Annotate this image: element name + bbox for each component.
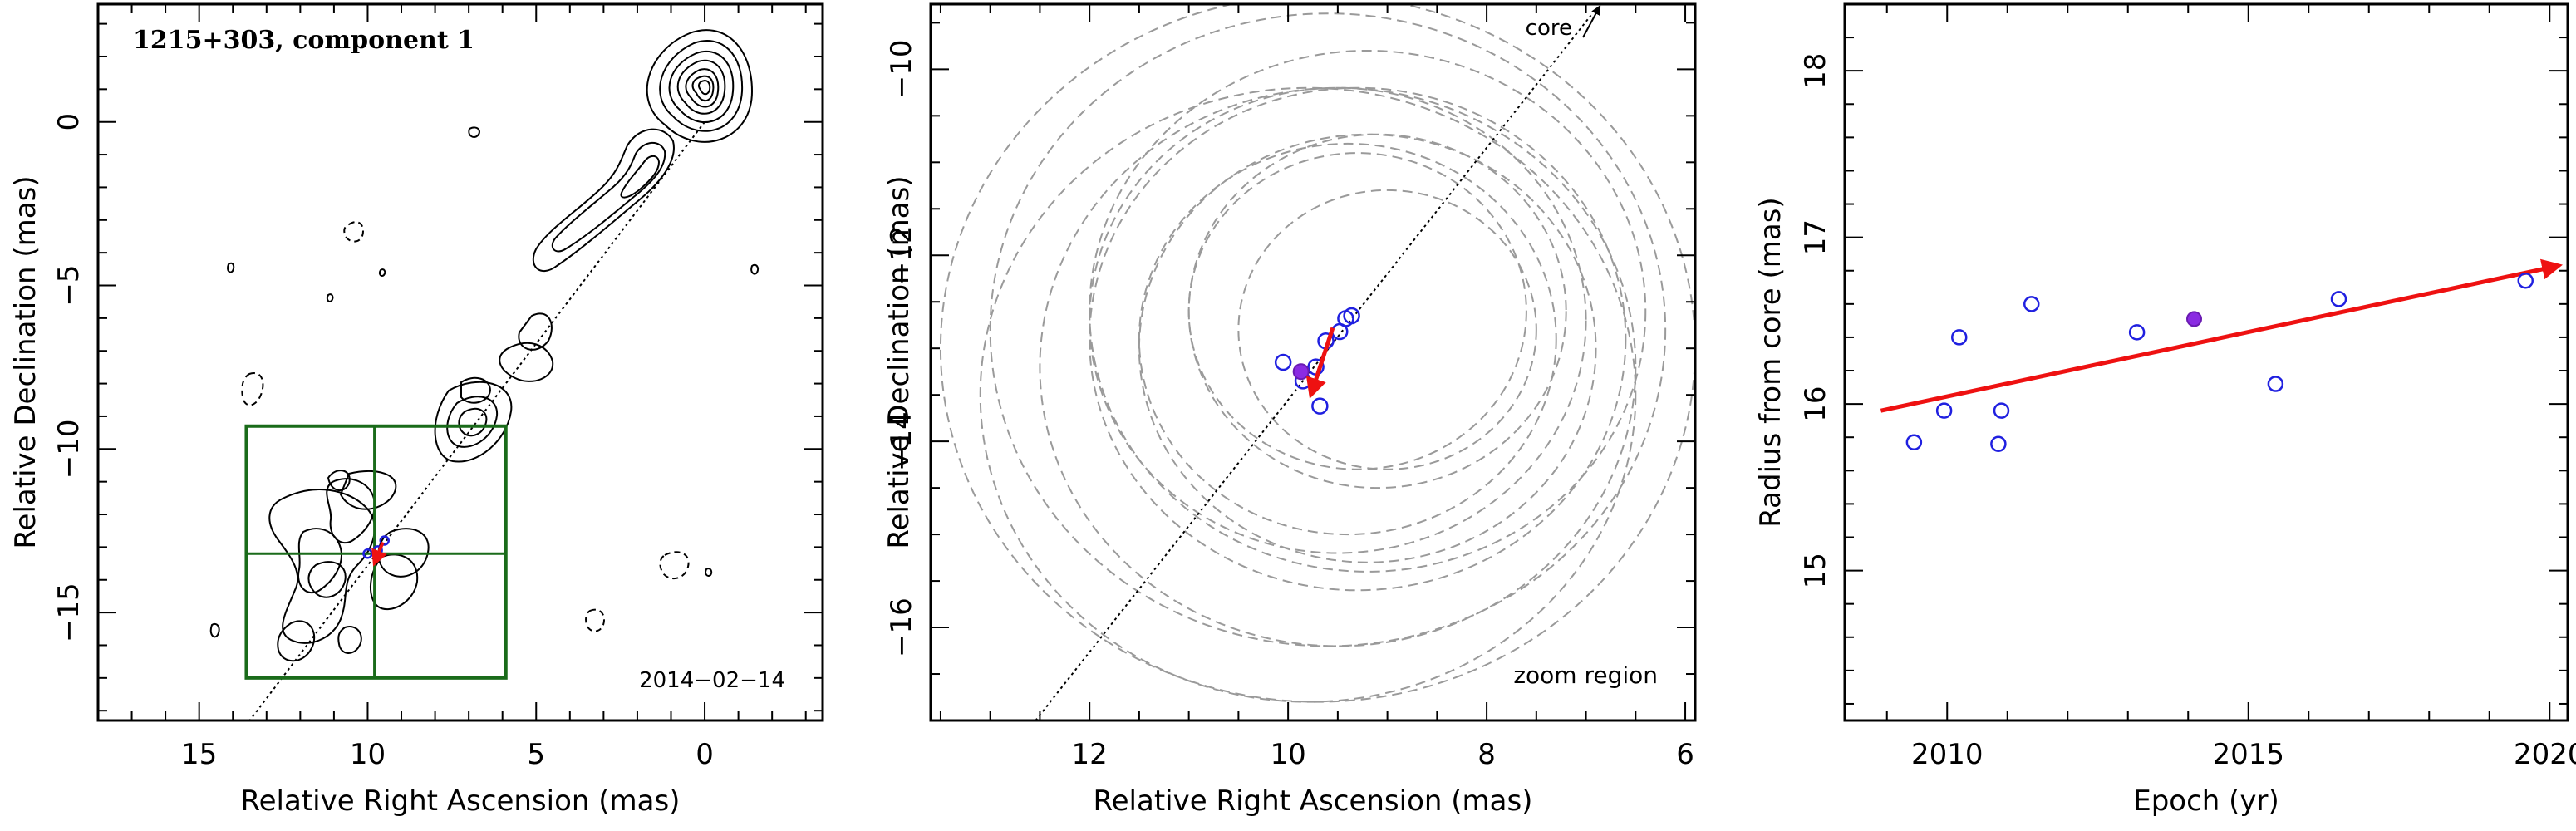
c-ytick-label: 16 <box>1799 386 1832 421</box>
panel-radius-epoch: 2010 2015 2020 15 16 17 18 Epoch (yr) Radius … <box>1754 2 2576 818</box>
uncertainty-circle <box>1039 86 1637 647</box>
x-axis-ticks: 15 10 5 0 <box>130 4 807 771</box>
uncertainty-circle <box>1187 152 1527 470</box>
jet-contours <box>268 128 675 662</box>
uncertainty-circle <box>1138 142 1557 536</box>
panel-frame <box>96 2 824 722</box>
epoch-point <box>1935 402 1953 419</box>
zoom-box-rect <box>244 424 508 680</box>
core-contours <box>646 29 754 143</box>
velocity-arrow <box>371 541 387 567</box>
core-direction-arrow <box>1582 4 1601 38</box>
panel-zoom: core 12 10 8 6 −10 −12 −14 −16 Relative Right … <box>882 2 1697 818</box>
panel-frame <box>1843 2 2569 722</box>
epoch-point <box>1905 434 1923 450</box>
c-xtick-label: 2010 <box>1911 738 1984 771</box>
a-xtick-label: 10 <box>350 738 386 771</box>
a-ytick-label: −15 <box>52 583 86 642</box>
c-ytick-label: 15 <box>1799 553 1832 588</box>
b-ytick-label: −12 <box>885 225 918 285</box>
epoch-points <box>1274 307 1360 415</box>
uncertainty-circle <box>1138 133 1597 563</box>
c-xtick-label: 2020 <box>2514 738 2576 771</box>
a-ytick-label: −10 <box>52 419 86 479</box>
zoom-region-label: zoom region <box>1513 661 1658 689</box>
component-point <box>379 535 390 546</box>
b-xtick-label: 8 <box>1477 738 1496 771</box>
y-axis-ticks: 15 16 17 18 <box>1799 3 2568 705</box>
contour-map <box>209 29 760 662</box>
y-axis-label: Relative Declination (mas) <box>9 175 42 548</box>
epoch-point <box>2023 296 2040 312</box>
uncertainty-circle <box>1089 86 1627 592</box>
b-xtick-label: 6 <box>1676 738 1694 771</box>
uncertainty-circle <box>1237 189 1537 470</box>
b-ytick-label: −16 <box>885 597 918 657</box>
c-ytick-label: 17 <box>1799 219 1832 255</box>
x-axis-ticks: 12 10 8 6 <box>939 4 1694 771</box>
a-xtick-label: 0 <box>696 738 714 771</box>
velocity-arrow <box>1305 327 1335 399</box>
date-annotation: 2014−02−14 <box>639 668 785 693</box>
reference-epoch-point <box>1292 363 1310 381</box>
epoch-point <box>1343 307 1360 325</box>
x-axis-label: Epoch (yr) <box>2133 784 2279 818</box>
epoch-point <box>1990 435 2007 452</box>
b-xtick-label: 10 <box>1270 738 1305 771</box>
reference-epoch-point <box>2186 311 2202 327</box>
panel-frame <box>929 2 1697 722</box>
c-xtick-label: 2015 <box>2212 738 2284 771</box>
x-axis-ticks: 2010 2015 2020 <box>1885 4 2576 771</box>
y-axis-label: Radius from core (mas) <box>1754 197 1787 527</box>
epoch-point <box>2128 324 2146 341</box>
epoch-point <box>1993 402 2010 419</box>
uncertainty-circle <box>979 86 1637 703</box>
epoch-point <box>2267 376 2284 392</box>
y-axis-label: Relative Declination (mas) <box>882 175 916 548</box>
x-axis-label: Relative Right Ascension (mas) <box>241 784 681 818</box>
isolated-contours <box>209 126 760 638</box>
c-ytick-label: 18 <box>1799 53 1832 89</box>
epoch-point <box>1951 329 1968 346</box>
jet-axis-line <box>248 121 705 721</box>
x-axis-label: Relative Right Ascension (mas) <box>1094 784 1533 818</box>
epoch-points <box>1905 273 2534 452</box>
a-xtick-label: 5 <box>527 738 545 771</box>
uncertainty-circle <box>940 4 1695 703</box>
uncertainty-circles <box>940 4 1695 703</box>
epoch-point <box>1311 397 1329 415</box>
b-ytick-label: −10 <box>885 39 918 99</box>
uncertainty-circle <box>1187 133 1567 489</box>
y-axis-ticks: 0 −5 −10 −15 <box>52 22 823 712</box>
b-ytick-label: −14 <box>885 411 918 471</box>
y-axis-ticks: −10 −12 −14 −16 <box>885 22 1695 721</box>
panel-title: 1215+303, component 1 <box>133 26 474 55</box>
epoch-point <box>1274 353 1292 371</box>
b-xtick-label: 12 <box>1072 738 1108 771</box>
epoch-point <box>2517 273 2534 289</box>
a-xtick-label: 15 <box>181 738 217 771</box>
fit-arrow <box>1880 258 2564 413</box>
a-ytick-label: −5 <box>52 264 86 306</box>
zoom-box <box>244 424 508 680</box>
epoch-point <box>2330 291 2347 307</box>
panel-map: 15 10 5 0 0 −5 −10 −15 Relative Right Ascensio… <box>9 2 824 818</box>
jet-axis-line <box>1035 14 1592 720</box>
core-label: core <box>1526 16 1572 41</box>
uncertainty-circle <box>989 12 1667 647</box>
a-ytick-label: 0 <box>52 113 86 131</box>
